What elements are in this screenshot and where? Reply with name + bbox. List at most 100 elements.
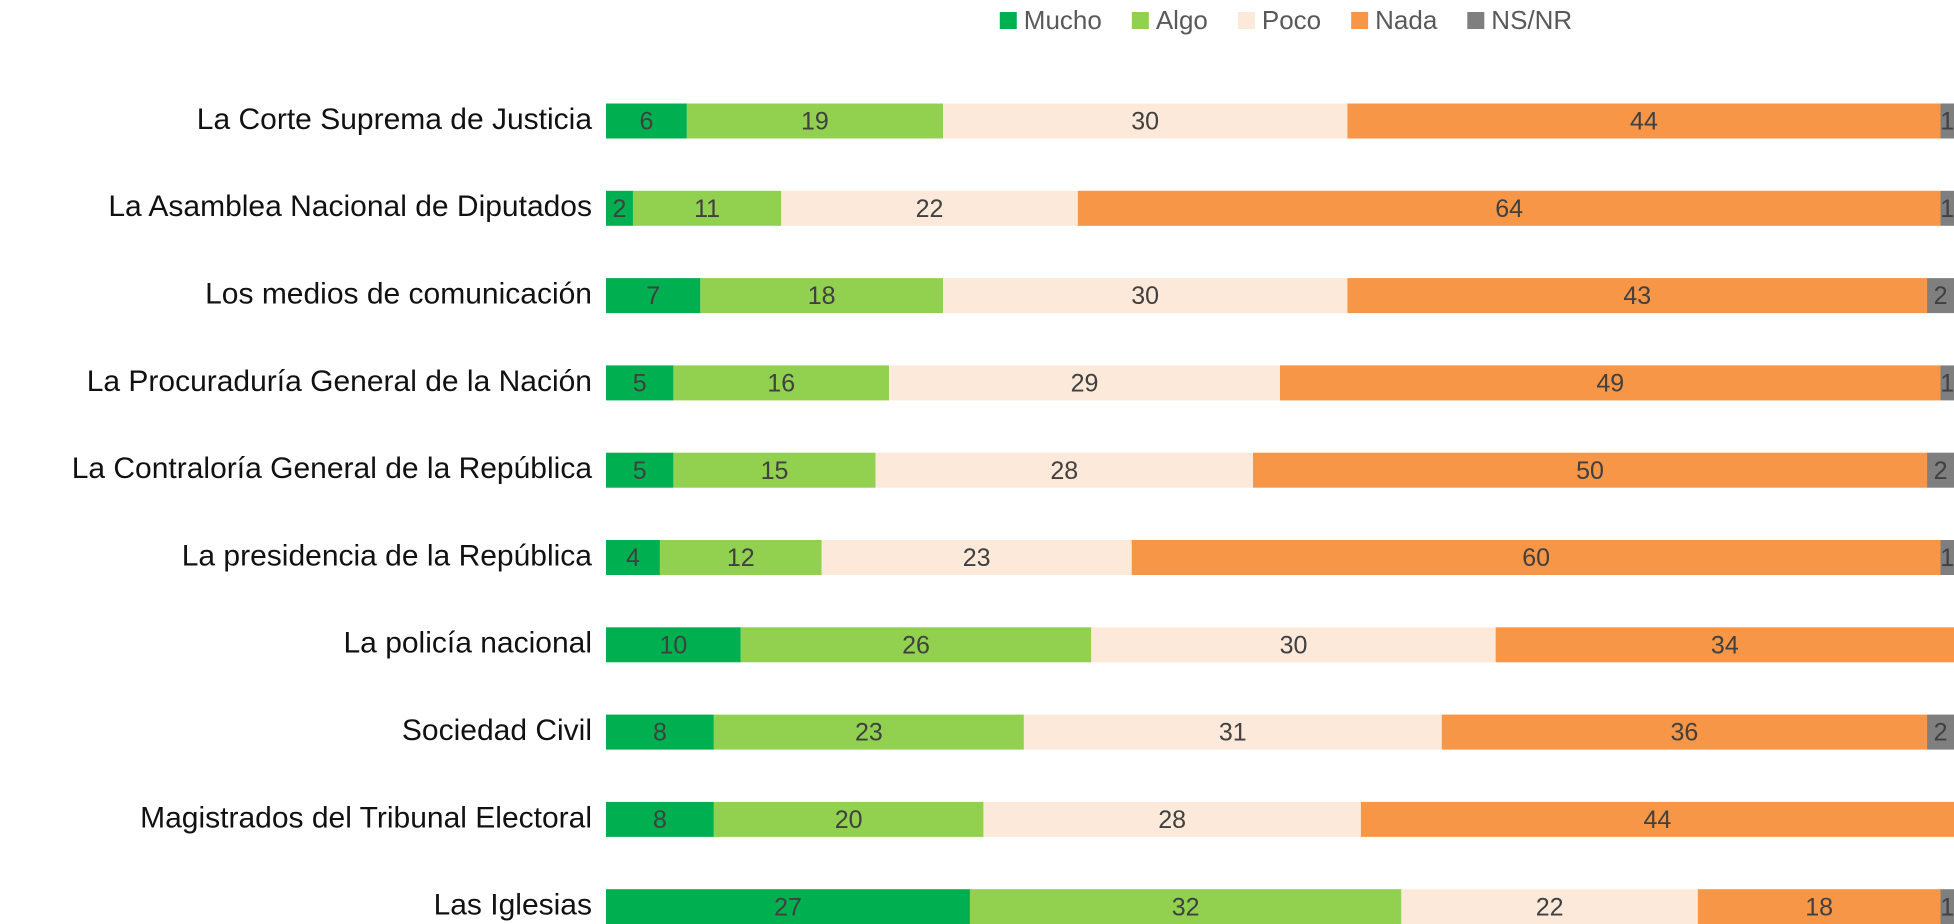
legend-label: Nada [1375,5,1438,35]
legend: Mucho Algo Poco Nada NS/NR [999,5,1572,35]
legend-label: Algo [1156,5,1208,35]
bar-segment [983,801,1361,837]
data-label: 6 [639,108,653,136]
bar-segment [1091,627,1496,663]
bar-segment [606,452,674,488]
bar-segment [606,627,741,663]
data-label: 60 [1522,544,1550,572]
bar-segment [943,278,1348,314]
bar-segment [1023,714,1442,750]
data-label: 1 [1940,108,1954,136]
data-label: 15 [761,457,789,485]
category-label: La policía nacional [343,627,592,660]
data-label: 32 [1172,893,1200,921]
legend-swatch [1467,12,1485,29]
bar-segment [1940,103,1954,139]
bar-segment [1495,627,1954,663]
data-label: 1 [1940,370,1954,398]
bar-segment [1077,190,1941,226]
bar-segment [606,801,714,837]
data-label: 34 [1711,631,1739,659]
bar-segment [606,190,633,226]
bar-segment [821,540,1132,575]
data-label: 7 [646,282,660,310]
data-label: 8 [653,719,667,747]
legend-swatch [1351,12,1369,29]
data-label: 22 [1536,893,1564,921]
data-label: 22 [916,195,944,223]
bar-segment [740,627,1092,663]
bar-segment [673,452,876,488]
data-label: 27 [774,893,802,921]
bar-segment [686,103,943,139]
data-label: 5 [633,457,647,485]
data-label: 1 [1940,195,1954,223]
bar-segment [1360,801,1954,837]
category-label: La Asamblea Nacional de Diputados [108,190,592,223]
data-label: 2 [1934,719,1948,747]
data-label: 50 [1576,457,1604,485]
data-label: 23 [963,544,991,572]
data-label: 12 [727,544,755,572]
data-label: 36 [1670,719,1698,747]
legend-swatch [1237,12,1255,29]
data-label: 1 [1940,544,1954,572]
data-label: 19 [801,108,829,136]
data-label: 44 [1630,108,1658,136]
bar-segment [606,714,714,750]
bar-segment [713,801,984,837]
bar-segment [1927,278,1954,314]
bar-segment [1927,452,1954,488]
data-label: 49 [1596,370,1624,398]
bar-segment [1940,365,1954,401]
bar-segment [1401,889,1698,924]
bar-segment [1441,714,1928,750]
legend-label: Poco [1262,5,1321,35]
data-label: 20 [835,806,863,834]
bar-segment [1927,714,1954,750]
bar-segment [781,190,1078,226]
data-label: 16 [767,370,795,398]
bar-segment [700,278,943,314]
bar-segment [606,278,701,314]
data-label: 4 [626,544,640,572]
bar-segment [673,365,890,401]
data-label: 23 [855,719,883,747]
data-label: 11 [694,195,720,223]
data-label: 2 [1934,282,1948,310]
legend-swatch [1131,12,1149,29]
data-label: 30 [1131,108,1159,136]
bar-segment [632,190,782,226]
category-label: La presidencia de la República [182,539,593,572]
bar-segment [1131,540,1941,575]
bar-segment [1253,452,1928,488]
category-label: Los medios de comunicación [205,278,592,311]
legend-label: NS/NR [1491,5,1572,35]
data-label: 2 [613,195,627,223]
data-label: 10 [659,631,687,659]
data-label: 29 [1071,370,1099,398]
bar-segment [1940,889,1954,924]
legend-label: Mucho [1024,5,1102,35]
data-label: 26 [902,631,930,659]
data-label: 18 [808,282,836,310]
bar-segment [1940,190,1954,226]
category-label: Magistrados del Tribunal Electoral [140,801,592,834]
bar-segment [1280,365,1941,401]
data-label: 18 [1805,893,1833,921]
data-label: 31 [1219,719,1247,747]
bar-segment [943,103,1348,139]
bar-segment [875,452,1254,488]
data-label: 44 [1644,806,1672,834]
data-label: 64 [1495,195,1523,223]
bar-segment [659,540,822,575]
bar-segment [1347,103,1941,139]
category-label: Sociedad Civil [402,714,592,747]
data-label: 30 [1280,631,1308,659]
category-label: La Contraloría General de la República [72,452,593,485]
bar-segment [1697,889,1941,924]
bar-segment [606,889,970,924]
data-label: 8 [653,806,667,834]
category-label: La Corte Suprema de Justicia [197,103,593,136]
